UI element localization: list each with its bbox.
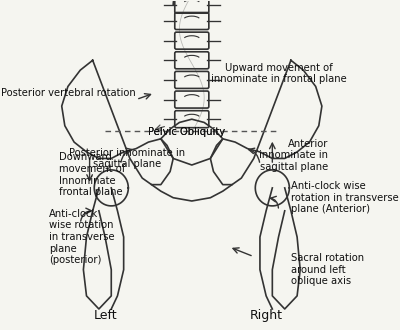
Text: Pelvic Obliquity: Pelvic Obliquity [148,127,226,137]
Text: Sacral rotation
around left
oblique axis: Sacral rotation around left oblique axis [291,253,364,286]
Text: Left: Left [93,309,117,322]
Text: Posterior vertebral rotation: Posterior vertebral rotation [1,88,136,98]
Text: Anterior
innominate in
sagittal plane: Anterior innominate in sagittal plane [259,139,328,172]
Text: Right: Right [250,309,283,322]
Text: Pelvic Obliquity: Pelvic Obliquity [148,127,226,137]
Text: Anti-clock wise
rotation in transverse
plane (Anterior): Anti-clock wise rotation in transverse p… [291,181,399,214]
Text: Anti-clock
wise rotation
in transverse
plane
(posterior): Anti-clock wise rotation in transverse p… [49,209,115,265]
Text: Posterior innominate in
sagittal plane: Posterior innominate in sagittal plane [69,148,185,169]
Text: Downward
movement of
Innominate
frontal plane: Downward movement of Innominate frontal … [59,152,125,197]
Text: Upward movement of
innominate in frontal plane: Upward movement of innominate in frontal… [211,63,346,84]
